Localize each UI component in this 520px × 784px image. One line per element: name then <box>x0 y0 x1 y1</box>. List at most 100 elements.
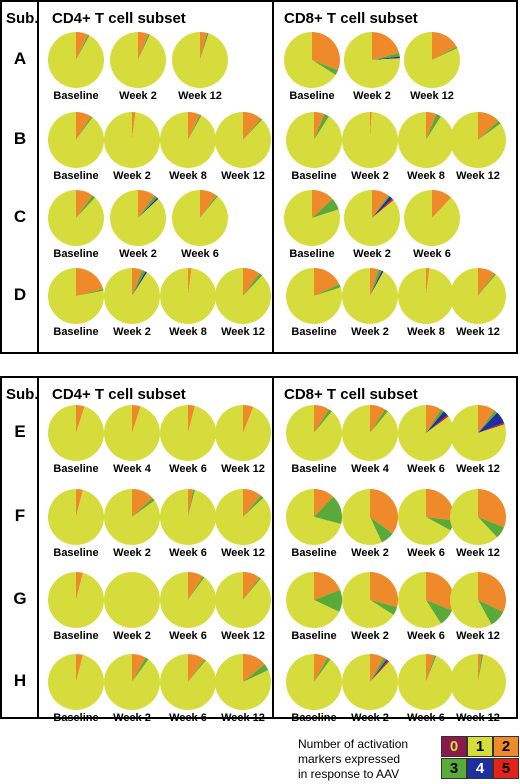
pie-slice-2 <box>76 654 83 682</box>
subject-label: G <box>13 589 27 608</box>
pie-slice-2 <box>372 32 400 60</box>
timepoint-label: Week 6 <box>181 248 219 260</box>
pie-slice-1 <box>104 572 160 628</box>
pie-cd8-G-1 <box>286 572 342 628</box>
timepoint-label: Week 6 <box>407 712 445 724</box>
pie-cd8-G-3 <box>398 572 454 628</box>
pie-cd8-F-1 <box>286 489 342 545</box>
timepoint-label: Week 12 <box>221 463 265 475</box>
pie-slice-3 <box>370 657 387 682</box>
pie-slice-2 <box>76 268 104 296</box>
pie-cd4-F-3 <box>160 489 216 545</box>
pie-cd4-C-1 <box>48 190 104 246</box>
pie-slice-3 <box>426 655 437 682</box>
timepoint-label: Week 2 <box>351 712 389 724</box>
timepoint-label: Week 2 <box>113 170 151 182</box>
pie-slice-3 <box>426 517 454 531</box>
pie-slice-2 <box>132 489 153 517</box>
pie-slice-2 <box>243 405 254 433</box>
pie-slice-3 <box>426 600 453 624</box>
timepoint-label: Week 12 <box>456 712 500 724</box>
pie-slice-1 <box>450 489 498 545</box>
legend-caption-line-2: markers expressed <box>298 752 401 766</box>
pie-slice-3 <box>76 195 96 218</box>
pie-slice-3 <box>478 654 484 682</box>
pie-slice-1 <box>48 572 105 628</box>
pie-cd4-G-1 <box>48 572 105 628</box>
figure-panel-top: Sub. CD4+ T cell subset CD8+ T cell subs… <box>0 0 518 354</box>
pie-slice-3 <box>188 114 202 140</box>
pie-slice-1 <box>398 572 442 628</box>
timepoint-label: Week 2 <box>351 630 389 642</box>
pie-slice-3 <box>188 576 205 600</box>
pie-slice-2 <box>426 268 430 296</box>
pie-cd4-A-1 <box>48 32 104 88</box>
pie-cd8-H-4 <box>450 654 506 710</box>
pie-cd4-E-3 <box>160 405 216 461</box>
timepoint-label: Baseline <box>289 90 335 102</box>
timepoint-label: Week 8 <box>169 170 207 182</box>
timepoint-label: Baseline <box>291 326 337 338</box>
pie-cd8-F-4 <box>450 489 506 545</box>
pie-slice-4 <box>370 270 384 296</box>
pie-cd8-D-4 <box>450 268 506 324</box>
subject-label: A <box>13 49 27 68</box>
pie-cd8-E-3 <box>398 405 454 461</box>
timepoint-label: Baseline <box>291 170 337 182</box>
pie-slice-1 <box>286 112 342 168</box>
pie-slice-2 <box>426 572 454 611</box>
pie-slice-3 <box>314 409 332 433</box>
pie-slice-1 <box>172 190 228 246</box>
timepoint-label: Week 6 <box>407 463 445 475</box>
pie-slice-1 <box>48 112 104 168</box>
timepoint-label: Week 2 <box>351 326 389 338</box>
pie-slice-2 <box>132 654 146 682</box>
pie-slice-3 <box>243 273 263 296</box>
pie-slice-1 <box>398 268 454 324</box>
pie-slice-2 <box>478 405 495 433</box>
timepoint-label: Week 6 <box>169 630 207 642</box>
pie-slice-2 <box>188 268 192 296</box>
pie-cd8-C-2 <box>344 190 400 246</box>
pie-cd8-A-1 <box>284 32 340 88</box>
timepoint-label: Baseline <box>291 630 337 642</box>
pie-slice-1 <box>398 489 451 545</box>
pie-slice-1 <box>215 654 271 710</box>
panel-divider-middle <box>272 378 274 717</box>
timepoint-label: Week 6 <box>169 463 207 475</box>
timepoint-label: Baseline <box>291 712 337 724</box>
pie-cd8-G-2 <box>342 572 398 628</box>
pie-slice-1 <box>104 654 160 710</box>
pie-slice-3 <box>478 600 504 625</box>
pie-slice-1 <box>48 489 105 545</box>
pie-slice-2 <box>132 268 143 296</box>
pie-cd8-B-3 <box>398 112 454 168</box>
pie-slice-1 <box>215 572 271 628</box>
pie-cd4-E-1 <box>48 405 104 461</box>
cd4-header: CD4+ T cell subset <box>52 10 186 27</box>
timepoint-label: Week 4 <box>351 463 389 475</box>
pie-cd4-B-2 <box>104 112 160 168</box>
pie-slice-1 <box>104 268 160 324</box>
pie-slice-1 <box>110 32 166 88</box>
pie-slice-3 <box>370 409 388 433</box>
timepoint-label: Baseline <box>53 90 99 102</box>
pie-slice-1 <box>104 405 160 461</box>
pie-slice-3 <box>243 664 269 682</box>
pie-slice-2 <box>138 190 155 218</box>
pie-slice-2 <box>243 572 260 600</box>
pie-cd8-B-4 <box>450 112 506 168</box>
pie-slice-3 <box>138 33 150 60</box>
timepoint-label: Week 2 <box>119 90 157 102</box>
pie-slice-1 <box>398 112 454 168</box>
pie-slice-3 <box>370 269 382 296</box>
pie-slice-3 <box>370 517 393 543</box>
pie-slice-3 <box>314 284 341 296</box>
pie-slice-1 <box>342 489 382 545</box>
pie-slice-3 <box>132 497 155 517</box>
timepoint-label: Baseline <box>53 326 99 338</box>
pie-slice-3 <box>243 118 263 140</box>
pie-slice-2 <box>314 489 334 517</box>
pie-slice-1 <box>48 654 105 710</box>
timepoint-label: Week 6 <box>407 547 445 559</box>
